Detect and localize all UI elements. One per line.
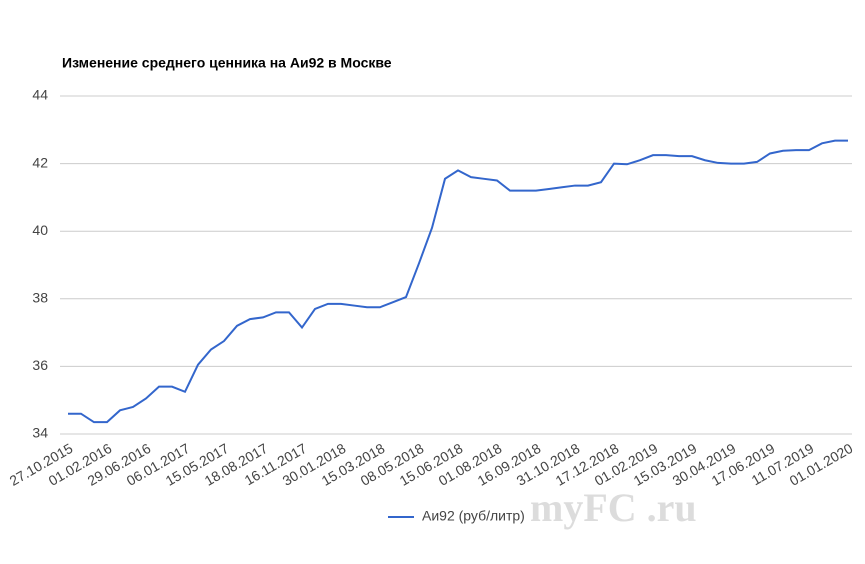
y-tick-label: 36 (32, 357, 48, 373)
legend-label: Аи92 (руб/литр) (422, 508, 525, 524)
chart-title: Изменение среднего ценника на Аи92 в Мос… (62, 55, 392, 71)
y-tick-label: 42 (32, 154, 48, 170)
watermark: myFC .ru (530, 485, 697, 530)
y-tick-label: 34 (32, 425, 48, 441)
line-series (68, 139, 848, 424)
y-tick-label: 38 (32, 290, 48, 306)
y-tick-label: 44 (32, 87, 48, 103)
y-tick-label: 40 (32, 222, 48, 238)
